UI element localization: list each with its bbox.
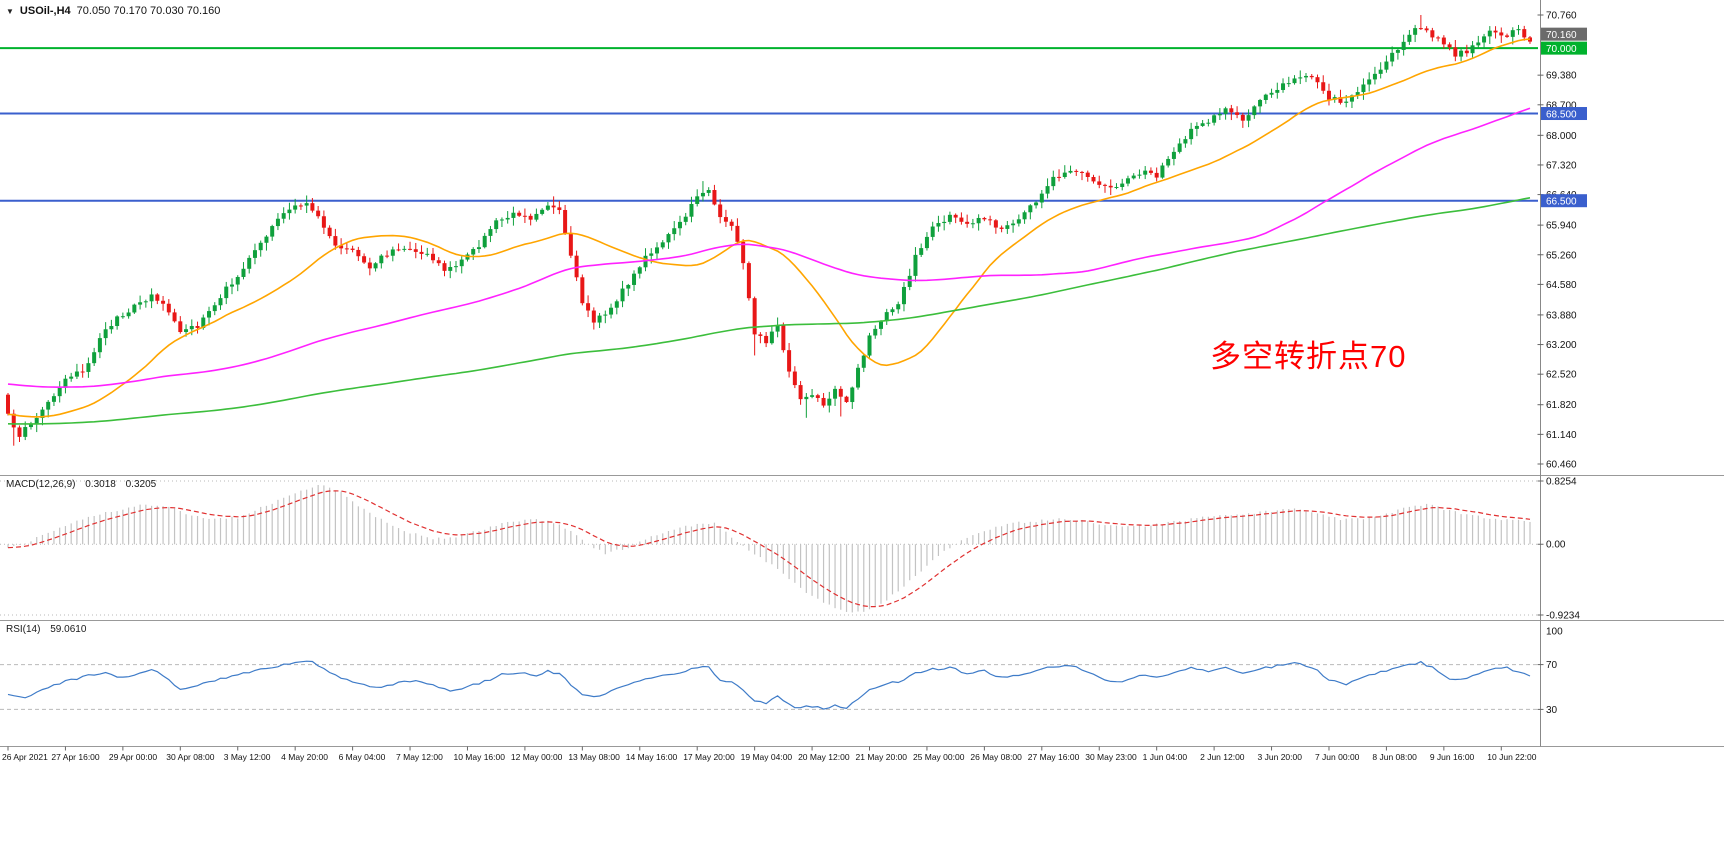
macd-axis-label: 0.00 xyxy=(1546,540,1566,551)
price-axis-label: 68.700 xyxy=(1546,100,1577,111)
macd-axis-label: -0.9234 xyxy=(1546,611,1580,622)
price-axis-label: 65.260 xyxy=(1546,250,1577,261)
time-axis-label: 7 Jun 00:00 xyxy=(1315,752,1360,762)
time-axis-label: 7 May 12:00 xyxy=(396,752,443,762)
ma-200-line xyxy=(7,197,1531,425)
price-axis-label: 63.200 xyxy=(1546,340,1577,351)
rsi-axis-label: 100 xyxy=(1546,627,1563,638)
time-axis-label: 20 May 12:00 xyxy=(798,752,850,762)
time-axis-label: 4 May 20:00 xyxy=(281,752,328,762)
macd-axis-label: 0.8254 xyxy=(1546,477,1577,488)
price-box-70.160 xyxy=(1541,27,1587,41)
time-axis-label: 3 Jun 20:00 xyxy=(1258,752,1303,762)
rsi-axis-label: 30 xyxy=(1546,705,1558,716)
time-axis-label: 13 May 08:00 xyxy=(568,752,620,762)
macd-value: 0.3018 xyxy=(85,479,116,490)
price-axis-label: 63.880 xyxy=(1546,310,1577,321)
ohlc-values: 70.050 70.170 70.030 70.160 xyxy=(76,5,221,17)
rsi-name: RSI(14) xyxy=(6,624,41,635)
price-axis-label: 67.320 xyxy=(1546,160,1577,171)
macd-signal-line xyxy=(7,490,1531,608)
price-box-label: 66.500 xyxy=(1546,197,1577,208)
macd-signal-value: 0.3205 xyxy=(125,479,157,490)
time-axis-label: 12 May 00:00 xyxy=(511,752,563,762)
annotation-text: 多空转折点70 xyxy=(1210,339,1407,374)
symbol-timeframe-label: USOil-,H4 xyxy=(19,5,71,17)
price-axis-label: 61.140 xyxy=(1546,430,1577,441)
price-axis-label: 68.000 xyxy=(1546,131,1577,142)
chart-title: ▼ USOil-,H4 70.050 70.170 70.030 70.160 xyxy=(6,5,220,17)
price-box-68.500 xyxy=(1541,107,1587,121)
time-axis-label: 21 May 20:00 xyxy=(856,752,908,762)
time-axis-label: 3 May 12:00 xyxy=(224,752,271,762)
price-axis-label: 62.520 xyxy=(1546,370,1577,381)
time-axis-label: 29 Apr 00:00 xyxy=(109,752,157,762)
price-axis-label: 65.940 xyxy=(1546,221,1577,232)
ma-90-line xyxy=(7,107,1531,389)
price-box-66.500 xyxy=(1541,194,1587,208)
price-axis-label: 69.380 xyxy=(1546,71,1577,82)
time-axis-label: 10 May 16:00 xyxy=(453,752,505,762)
time-axis-label: 26 May 08:00 xyxy=(970,752,1022,762)
time-axis-label: 10 Jun 22:00 xyxy=(1487,752,1536,762)
price-box-label: 70.000 xyxy=(1546,44,1577,55)
candlesticks xyxy=(6,15,1532,446)
price-axis-label: 70.760 xyxy=(1546,11,1577,22)
macd-name: MACD(12,26,9) xyxy=(6,479,76,490)
time-axis-label: 1 Jun 04:00 xyxy=(1143,752,1188,762)
macd-indicator-label: MACD(12,26,9) 0.3018 0.3205 xyxy=(6,479,163,490)
time-axis-label: 26 Apr 2021 xyxy=(2,752,48,762)
price-box-label: 70.160 xyxy=(1546,30,1577,41)
symbol-dropdown-icon[interactable]: ▼ xyxy=(6,6,14,16)
price-box-70.000 xyxy=(1541,41,1587,55)
macd-histogram xyxy=(7,485,1531,613)
price-axis-label: 64.580 xyxy=(1546,280,1577,291)
price-box-label: 68.500 xyxy=(1546,109,1577,120)
time-axis-label: 8 Jun 08:00 xyxy=(1372,752,1417,762)
rsi-value: 59.0610 xyxy=(50,624,87,635)
time-axis-label: 30 Apr 08:00 xyxy=(166,752,214,762)
time-axis-label: 9 Jun 16:00 xyxy=(1430,752,1475,762)
time-axis-label: 6 May 04:00 xyxy=(339,752,386,762)
time-axis-label: 30 May 23:00 xyxy=(1085,752,1137,762)
rsi-indicator-label: RSI(14) 59.0610 xyxy=(6,624,93,635)
time-axis-label: 14 May 16:00 xyxy=(626,752,678,762)
time-axis-label: 2 Jun 12:00 xyxy=(1200,752,1245,762)
time-axis-label: 27 May 16:00 xyxy=(1028,752,1080,762)
time-axis-label: 27 Apr 16:00 xyxy=(51,752,99,762)
price-axis-label: 60.460 xyxy=(1546,460,1577,471)
time-axis-label: 25 May 00:00 xyxy=(913,752,965,762)
time-axis-label: 19 May 04:00 xyxy=(741,752,793,762)
price-axis-label: 61.820 xyxy=(1546,400,1577,411)
rsi-axis-label: 70 xyxy=(1546,660,1558,671)
time-axis-label: 17 May 20:00 xyxy=(683,752,735,762)
rsi-line xyxy=(7,660,1531,710)
